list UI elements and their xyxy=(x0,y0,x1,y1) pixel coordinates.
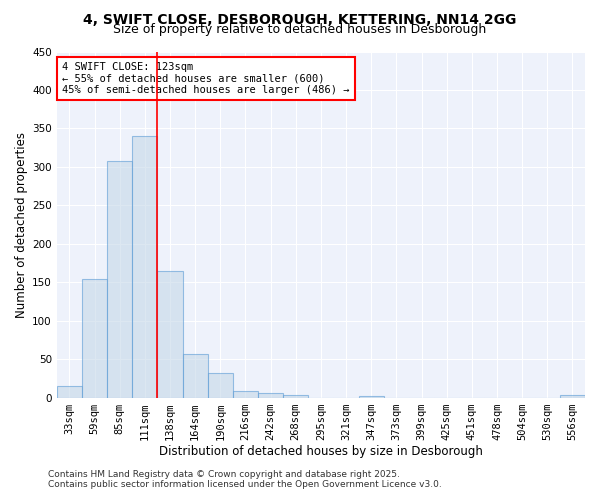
Bar xyxy=(157,271,182,398)
Bar xyxy=(132,136,157,398)
Bar xyxy=(283,395,308,398)
Bar xyxy=(359,396,384,398)
Bar xyxy=(107,161,132,398)
Bar xyxy=(258,394,283,398)
Text: Size of property relative to detached houses in Desborough: Size of property relative to detached ho… xyxy=(113,24,487,36)
Bar xyxy=(57,386,82,398)
Bar xyxy=(182,354,208,398)
Text: 4, SWIFT CLOSE, DESBOROUGH, KETTERING, NN14 2GG: 4, SWIFT CLOSE, DESBOROUGH, KETTERING, N… xyxy=(83,12,517,26)
Bar xyxy=(208,372,233,398)
Text: 4 SWIFT CLOSE: 123sqm
← 55% of detached houses are smaller (600)
45% of semi-det: 4 SWIFT CLOSE: 123sqm ← 55% of detached … xyxy=(62,62,350,95)
Y-axis label: Number of detached properties: Number of detached properties xyxy=(15,132,28,318)
X-axis label: Distribution of detached houses by size in Desborough: Distribution of detached houses by size … xyxy=(159,444,483,458)
Text: Contains HM Land Registry data © Crown copyright and database right 2025.
Contai: Contains HM Land Registry data © Crown c… xyxy=(48,470,442,489)
Bar xyxy=(560,395,585,398)
Bar xyxy=(233,391,258,398)
Bar xyxy=(82,278,107,398)
